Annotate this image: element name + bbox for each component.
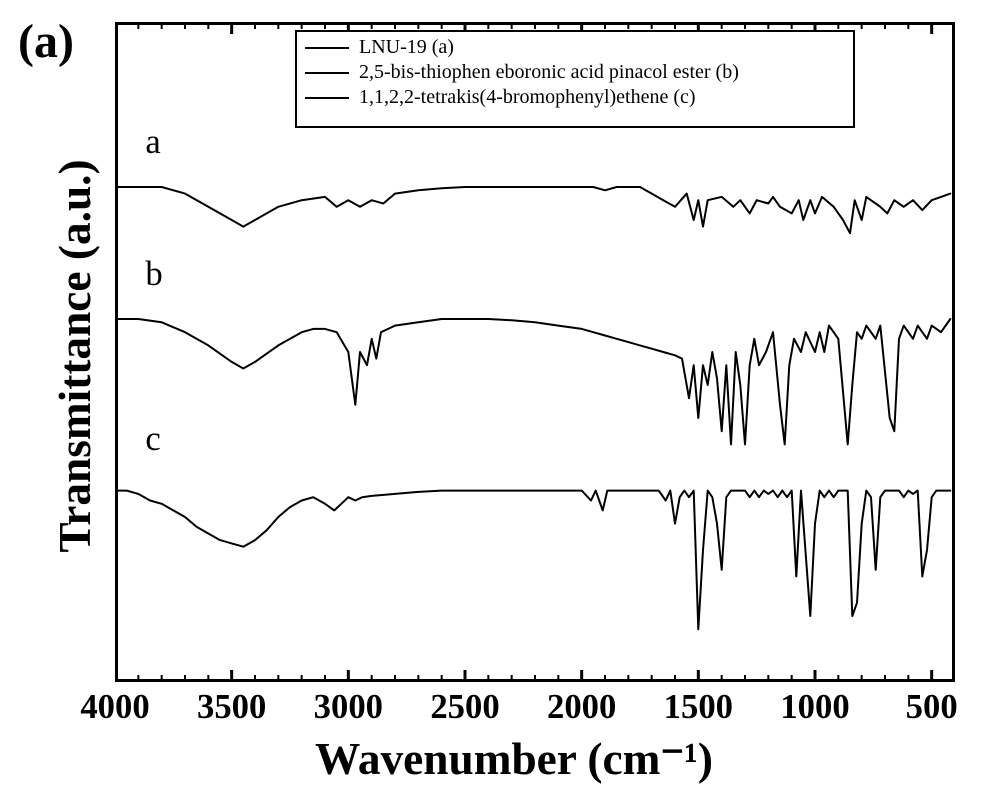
panel-label: (a) [18,14,74,69]
legend-item: 1,1,2,2-tetrakis(4-bromophenyl)ethene (c… [305,86,845,109]
trace-label-b: b [145,255,162,294]
x-tick-label: 1000 [775,688,855,727]
y-axis-label: Transmittance (a.u.) [49,136,101,576]
x-axis-label: Wavenumber (cm⁻¹) [315,732,713,785]
legend-swatch [305,97,349,99]
legend: LNU-19 (a)2,5-bis-thiophen eboronic acid… [295,30,855,128]
trace-label-c: c [145,420,160,459]
legend-label: 2,5-bis-thiophen eboronic acid pinacol e… [359,61,739,84]
x-tick-label: 3500 [192,688,272,727]
x-tick-label: 3000 [308,688,388,727]
legend-item: 2,5-bis-thiophen eboronic acid pinacol e… [305,61,845,84]
x-tick-label: 2000 [542,688,622,727]
legend-label: 1,1,2,2-tetrakis(4-bromophenyl)ethene (c… [359,86,696,109]
legend-swatch [305,47,349,49]
plot-area: LNU-19 (a)2,5-bis-thiophen eboronic acid… [115,22,955,682]
legend-swatch [305,72,349,74]
x-tick-label: 2500 [425,688,505,727]
x-tick-label: 1500 [658,688,738,727]
trace-label-a: a [145,123,160,162]
legend-label: LNU-19 (a) [359,36,454,59]
x-tick-label: 500 [892,688,972,727]
legend-item: LNU-19 (a) [305,36,845,59]
x-tick-label: 4000 [75,688,155,727]
